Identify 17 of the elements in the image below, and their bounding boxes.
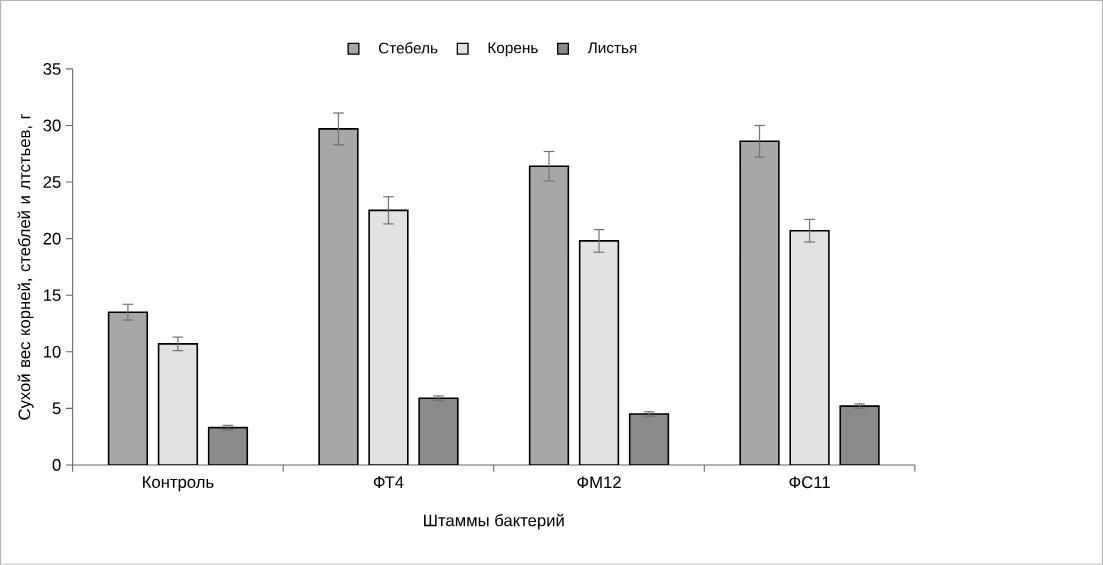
x-tick-label: ФТ4 bbox=[373, 476, 404, 489]
x-tick-label: Контроль bbox=[143, 476, 214, 492]
y-axis-title: Сухой вес корней, стеблей и лтстьев, г bbox=[17, 113, 34, 420]
legend-label: Стебель bbox=[378, 42, 438, 54]
y-tick-label: 35 bbox=[43, 63, 61, 75]
x-axis-title: Штаммы бактерий bbox=[424, 513, 564, 530]
y-tick-label: 20 bbox=[43, 232, 61, 245]
y-tick-label: 5 bbox=[52, 402, 61, 415]
y-tick-label: 0 bbox=[52, 459, 61, 471]
legend-label: Листья bbox=[587, 42, 637, 54]
y-tick-label: 25 bbox=[43, 176, 61, 189]
x-tick-label: ФС11 bbox=[789, 476, 830, 489]
x-tick-label: ФМ12 bbox=[577, 476, 621, 489]
y-tick-label: 30 bbox=[43, 119, 61, 132]
y-tick-label: 15 bbox=[44, 289, 61, 302]
y-tick-label: 10 bbox=[44, 345, 61, 358]
legend-label: Корень bbox=[488, 42, 538, 57]
